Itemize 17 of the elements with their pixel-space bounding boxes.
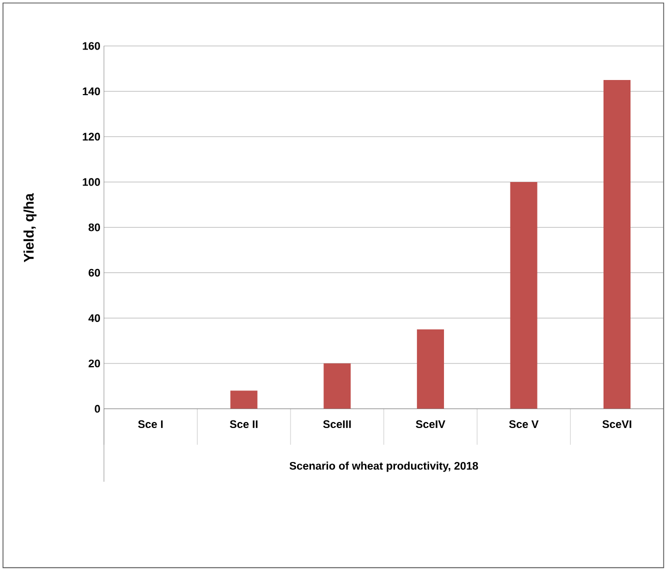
y-tick-label: 40 — [88, 314, 100, 322]
x-tick-label: SceIII — [323, 420, 351, 428]
y-tick-label: 20 — [88, 360, 100, 368]
y-tick-label: 80 — [88, 224, 100, 232]
y-tick-label: 60 — [88, 269, 100, 277]
y-tick-label: 100 — [82, 178, 100, 186]
y-axis-title: Yield, q/ha — [23, 193, 36, 262]
x-axis-title: Scenario of wheat productivity, 2018 — [290, 462, 478, 472]
x-tick-label: SceIV — [416, 420, 446, 428]
y-tick-label: 160 — [82, 42, 100, 50]
y-tick-label: 140 — [82, 88, 100, 96]
x-tick-label: Sce I — [138, 420, 163, 428]
x-tick-label: Sce II — [230, 420, 258, 428]
x-tick-label: Sce V — [509, 420, 539, 428]
y-tick-label: 120 — [82, 132, 100, 141]
x-tick-label: SceVI — [602, 420, 632, 428]
y-tick-label: 0 — [94, 405, 100, 413]
